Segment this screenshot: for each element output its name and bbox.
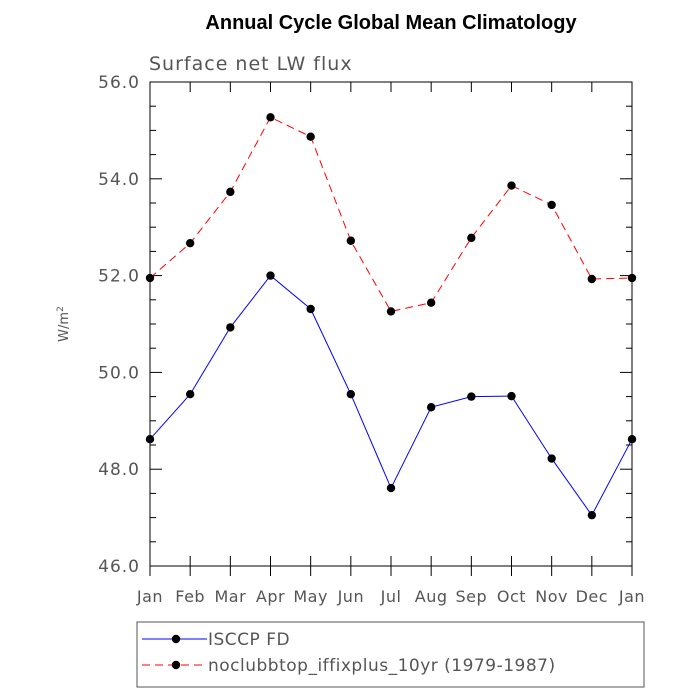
series-1-point xyxy=(226,323,235,332)
series-1-point xyxy=(386,483,396,493)
legend: ISCCP FD noclubbtop_iffixplus_10yr (1979-… xyxy=(136,621,645,688)
series-2-point xyxy=(226,187,235,197)
series-1-point xyxy=(185,389,195,399)
series-2-point xyxy=(266,113,275,122)
series-2-point xyxy=(346,236,356,245)
y-axis-label: W/m2 xyxy=(56,306,72,342)
series-1-point xyxy=(547,454,556,463)
series-1-point xyxy=(467,392,476,401)
legend-marker-1 xyxy=(171,634,181,644)
series-1-point xyxy=(266,271,275,280)
series-2-point xyxy=(306,132,315,141)
x-tick-label: May xyxy=(293,587,328,606)
y-tick-label: 46.0 xyxy=(98,557,140,577)
legend-label-1: ISCCP FD xyxy=(208,630,290,650)
y-ticks: 46.0 48.0 50.0 52.0 54.0 56.0 xyxy=(98,73,632,577)
x-tick-label: Jan xyxy=(136,587,163,606)
chart-title: Annual Cycle Global Mean Climatology xyxy=(205,12,577,34)
series-1-point xyxy=(587,510,597,520)
legend-items: ISCCP FD noclubbtop_iffixplus_10yr (1979-… xyxy=(142,630,556,676)
x-tick-label: Sep xyxy=(456,587,488,606)
x-tick-label: Nov xyxy=(535,587,568,606)
legend-marker-2 xyxy=(171,660,181,670)
legend-label-2: noclubbtop_iffixplus_10yr (1979-1987) xyxy=(208,656,556,676)
x-tick-label: Mar xyxy=(214,587,246,606)
x-tick-label: Aug xyxy=(415,587,448,606)
y-tick-label: 54.0 xyxy=(98,170,140,190)
series-2-point xyxy=(426,298,436,307)
legend-box xyxy=(136,621,645,688)
y-tick-label: 52.0 xyxy=(98,267,140,287)
series-1-point xyxy=(346,389,356,399)
series-1-point xyxy=(507,391,516,401)
plot-frame xyxy=(149,81,633,567)
x-tick-label: Oct xyxy=(497,587,526,606)
x-ticks: Jan Feb Mar Apr May Jun Jul Aug Sep Oct Nov Dec Jan xyxy=(136,82,645,606)
series-2-point xyxy=(547,200,556,210)
y-axis-label-superscript: 2 xyxy=(56,306,66,312)
series-2-point xyxy=(386,307,396,316)
x-tick-label: Jun xyxy=(337,587,365,606)
y-tick-label: 50.0 xyxy=(98,363,140,383)
y-tick-label: 48.0 xyxy=(98,460,140,480)
series-2-point xyxy=(587,274,597,284)
series-2-point xyxy=(507,181,516,190)
series-1-point xyxy=(306,304,315,314)
series-layer xyxy=(145,113,637,520)
x-tick-label: Feb xyxy=(175,587,205,606)
x-tick-label: Apr xyxy=(256,587,285,606)
series-2-point xyxy=(467,233,476,243)
chart-subtitle: Surface net LW flux xyxy=(149,53,353,75)
x-tick-label: Dec xyxy=(576,587,608,606)
series-2-point xyxy=(185,238,195,248)
x-tick-label: Jan xyxy=(618,587,645,606)
x-tick-label: Jul xyxy=(380,587,402,606)
y-tick-label: 56.0 xyxy=(98,73,140,93)
y-axis-label-text: W/m xyxy=(57,312,72,342)
series-line-2 xyxy=(149,116,633,312)
series-1-point xyxy=(426,403,436,412)
